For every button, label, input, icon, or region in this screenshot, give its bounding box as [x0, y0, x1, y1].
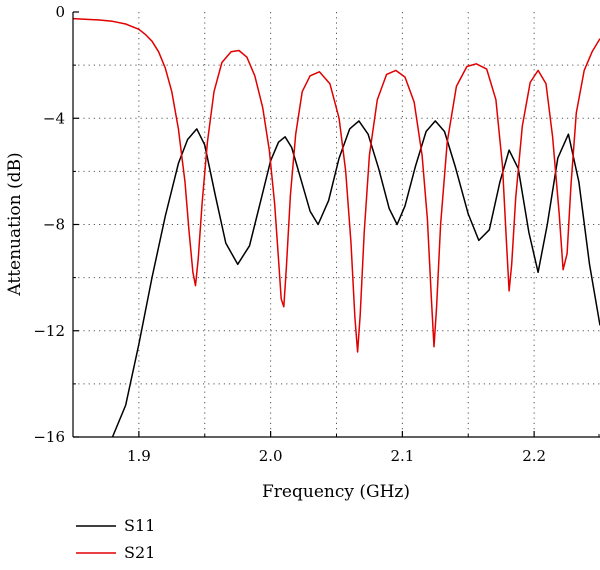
- y-tick-label: −8: [43, 216, 65, 234]
- x-tick-label: 2.2: [522, 447, 546, 465]
- x-axis-title: Frequency (GHz): [262, 482, 410, 502]
- plot-area: [73, 17, 600, 437]
- y-tick-label: −12: [33, 322, 65, 340]
- legend-label-s11: S11: [124, 516, 155, 535]
- legend-item-s11: S11: [76, 516, 155, 535]
- y-axis-title: Attenuation (dB): [5, 152, 25, 296]
- x-tick-label: 2.0: [259, 447, 283, 465]
- x-tick-label: 2.1: [390, 447, 414, 465]
- x-tick-label: 1.9: [127, 447, 151, 465]
- series-line-s21: [73, 17, 600, 353]
- y-tick-label: 0: [55, 3, 65, 21]
- legend-label-s21: S21: [124, 543, 155, 562]
- legend: S11 S21: [76, 516, 155, 562]
- series-line-s11: [111, 120, 600, 437]
- y-tick-label: −16: [33, 428, 65, 446]
- y-tick-label: −4: [43, 109, 65, 127]
- axes: 0 −4 −8 −12 −16 1.9 2.0 2.1 2.2: [33, 3, 600, 465]
- grid: [73, 12, 600, 437]
- legend-item-s21: S21: [76, 543, 155, 562]
